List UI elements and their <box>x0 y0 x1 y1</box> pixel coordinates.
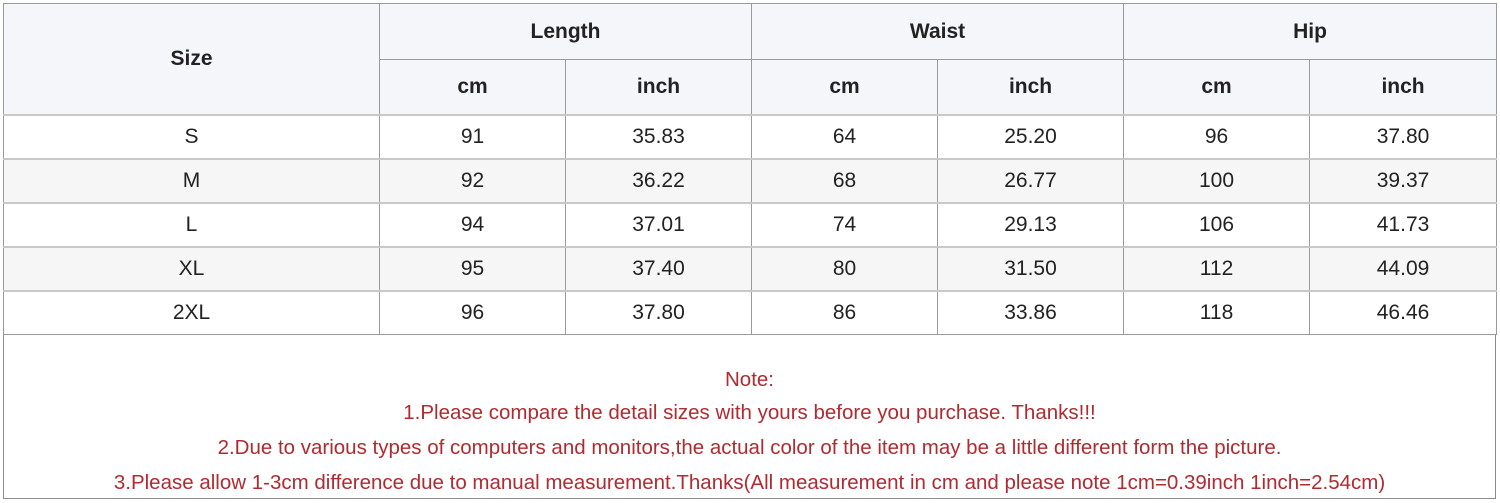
size-chart-table: Size Length Waist Hip cm inch cm inch cm… <box>3 3 1498 335</box>
size-header: Size <box>3 3 380 116</box>
size-cell: M <box>3 158 380 204</box>
size-cell: S <box>3 114 380 160</box>
value-cell: 33.86 <box>937 290 1125 335</box>
value-cell: 35.83 <box>564 114 753 160</box>
value-cell: 25.20 <box>937 114 1125 160</box>
note-line: 3.Please allow 1-3cm difference due to m… <box>113 471 1386 494</box>
value-cell: 86 <box>751 290 939 335</box>
value-cell: 37.01 <box>564 202 753 248</box>
value-cell: 31.50 <box>937 246 1125 292</box>
table-row: S 91 35.83 64 25.20 96 37.80 <box>3 114 1498 160</box>
value-cell: 37.40 <box>564 246 753 292</box>
unit-header: cm <box>379 59 566 116</box>
value-cell: 44.09 <box>1309 246 1498 292</box>
value-cell: 118 <box>1123 290 1311 335</box>
value-cell: 80 <box>751 246 939 292</box>
unit-header: cm <box>751 59 939 116</box>
value-cell: 41.73 <box>1309 202 1498 248</box>
value-cell: 74 <box>751 202 939 248</box>
value-cell: 26.77 <box>937 158 1125 204</box>
group-header-length: Length <box>378 3 753 60</box>
value-cell: 64 <box>751 114 939 160</box>
value-cell: 39.37 <box>1309 158 1498 204</box>
notes-title: Note: <box>725 368 774 391</box>
header-row-units: cm inch cm inch cm inch <box>4 59 1498 116</box>
unit-header: cm <box>1123 59 1311 116</box>
value-cell: 112 <box>1123 246 1311 292</box>
note-line: 2.Due to various types of computers and … <box>217 436 1282 459</box>
value-cell: 96 <box>379 290 566 335</box>
value-cell: 94 <box>379 202 566 248</box>
value-cell: 96 <box>1123 114 1311 160</box>
value-cell: 91 <box>379 114 566 160</box>
header-row-groups: Size Length Waist Hip <box>3 3 1498 116</box>
table-row: 2XL 96 37.80 86 33.86 118 46.46 <box>3 290 1498 335</box>
group-header-hip: Hip <box>1123 3 1498 60</box>
table-row: M 92 36.22 68 26.77 100 39.37 <box>3 158 1498 204</box>
value-cell: 37.80 <box>564 290 753 335</box>
value-cell: 36.22 <box>564 158 753 204</box>
group-header-waist: Waist <box>751 3 1125 60</box>
unit-header: inch <box>564 59 753 116</box>
value-cell: 92 <box>379 158 566 204</box>
value-cell: 95 <box>379 246 566 292</box>
value-cell: 37.80 <box>1309 114 1498 160</box>
size-cell: XL <box>3 246 380 292</box>
unit-header: inch <box>937 59 1125 116</box>
table-row: L 94 37.01 74 29.13 106 41.73 <box>3 202 1498 248</box>
size-cell: 2XL <box>3 290 380 335</box>
value-cell: 106 <box>1123 202 1311 248</box>
notes-section: Note: 1.Please compare the detail sizes … <box>3 328 1496 499</box>
value-cell: 46.46 <box>1309 290 1498 335</box>
size-cell: L <box>3 202 380 248</box>
value-cell: 68 <box>751 158 939 204</box>
value-cell: 29.13 <box>937 202 1125 248</box>
note-line: 1.Please compare the detail sizes with y… <box>403 401 1096 424</box>
unit-header: inch <box>1309 59 1498 116</box>
value-cell: 100 <box>1123 158 1311 204</box>
table-row: XL 95 37.40 80 31.50 112 44.09 <box>3 246 1498 292</box>
